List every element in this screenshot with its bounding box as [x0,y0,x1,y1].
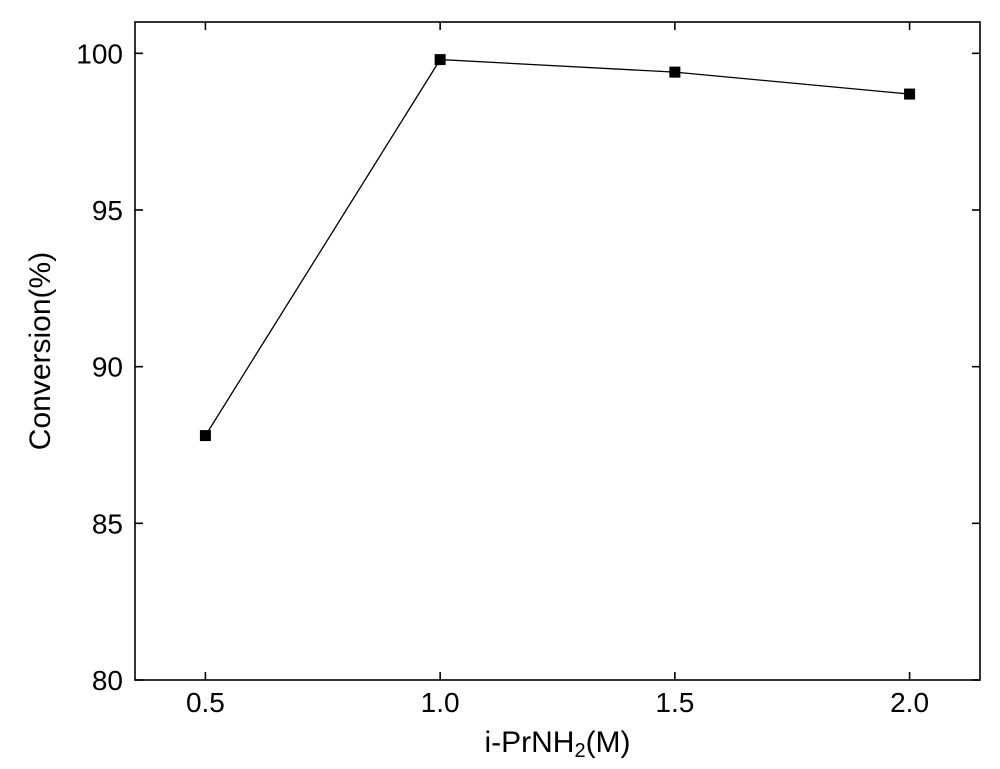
x-tick-label: 2.0 [890,687,929,718]
series-marker [669,67,680,78]
series-marker [435,54,446,65]
series-marker [200,430,211,441]
x-tick-label: 1.5 [655,687,694,718]
x-axis-label: i-PrNH2(M) [484,726,630,762]
conversion-chart: 0.5 1.0 1.5 2.0 80 85 90 95 100 i-PrNH2(M) Convers… [0,0,1000,769]
y-axis-label: Conversion(%) [24,252,57,450]
y-tick-label: 85 [92,508,123,539]
x-tick-label: 1.0 [421,687,460,718]
x-tick-label: 0.5 [186,687,225,718]
y-tick-label: 95 [92,195,123,226]
series-marker [904,89,915,100]
y-tick-label: 90 [92,352,123,383]
y-tick-label: 80 [92,665,123,696]
y-tick-label: 100 [76,38,123,69]
